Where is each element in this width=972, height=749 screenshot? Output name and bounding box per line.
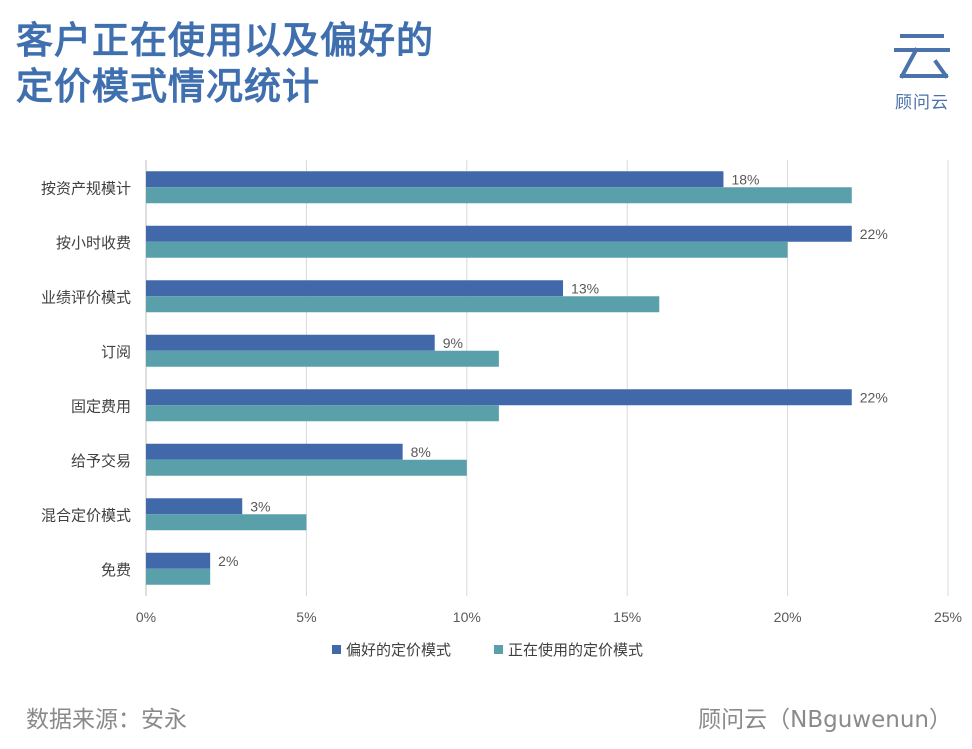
bar-preferred (146, 171, 723, 187)
bar-preferred (146, 553, 210, 569)
bar-current (146, 514, 306, 530)
x-tick-label: 20% (774, 609, 802, 625)
data-label: 3% (250, 498, 270, 514)
bar-current (146, 187, 852, 203)
category-label: 固定费用 (71, 397, 131, 415)
legend-label-0: 偏好的定价模式 (346, 641, 451, 659)
legend-swatch-0 (332, 645, 341, 654)
bar-current (146, 351, 499, 367)
data-label: 8% (411, 444, 431, 460)
x-tick-label: 10% (453, 609, 481, 625)
x-tick-label: 15% (613, 609, 641, 625)
legend-label-1: 正在使用的定价模式 (508, 641, 643, 659)
bar-preferred (146, 226, 852, 242)
category-label: 免费 (101, 561, 131, 579)
brand-note: 顾问云（NBguwenun） (698, 700, 952, 734)
bar-current (146, 296, 659, 312)
bar-chart: 0% 5% 10% 15% 20% 25% 按资产规模计 18% 按小时收费 22% 业绩评价模式 1… (0, 0, 972, 749)
category-label: 混合定价模式 (41, 506, 131, 524)
bar-preferred (146, 444, 403, 460)
data-label: 2% (218, 553, 238, 569)
bar-preferred (146, 280, 563, 296)
bar-current (146, 569, 210, 585)
x-tick-label: 5% (296, 609, 316, 625)
category-label: 给予交易 (71, 452, 131, 470)
x-tick-label: 25% (934, 609, 962, 625)
category-label: 按资产规模计 (41, 179, 131, 197)
bar-current (146, 405, 499, 421)
bar-preferred (146, 335, 435, 351)
category-label: 按小时收费 (56, 234, 131, 252)
bar-preferred (146, 389, 852, 405)
x-tick-label: 0% (136, 609, 156, 625)
data-label: 22% (860, 226, 888, 242)
legend-swatch-1 (494, 645, 503, 654)
data-label: 13% (571, 280, 599, 296)
category-label: 业绩评价模式 (41, 288, 131, 306)
bar-current (146, 460, 467, 476)
bar-current (146, 242, 788, 258)
category-label: 订阅 (101, 343, 131, 361)
bar-preferred (146, 498, 242, 514)
data-label: 18% (731, 171, 759, 187)
data-label: 9% (443, 335, 463, 351)
data-label: 22% (860, 389, 888, 405)
source-note: 数据来源：安永 (26, 700, 187, 734)
